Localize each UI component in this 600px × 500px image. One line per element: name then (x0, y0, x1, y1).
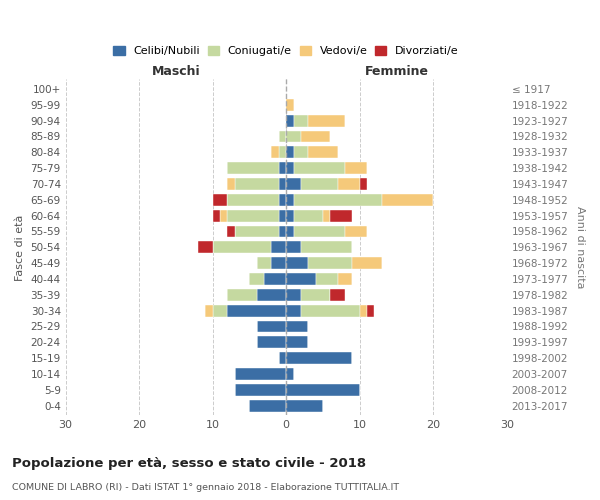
Bar (286, 130, 301, 142)
Bar (205, 304, 212, 316)
Bar (257, 336, 286, 348)
Bar (293, 146, 308, 158)
Bar (286, 99, 293, 111)
Bar (286, 194, 293, 206)
Bar (316, 273, 338, 285)
Bar (227, 162, 279, 174)
Bar (227, 194, 279, 206)
Bar (286, 242, 301, 254)
Bar (235, 178, 279, 190)
Bar (279, 146, 286, 158)
Bar (279, 352, 286, 364)
Bar (293, 114, 308, 126)
Bar (279, 226, 286, 237)
Bar (212, 242, 271, 254)
Bar (301, 289, 331, 301)
Bar (338, 273, 352, 285)
Bar (235, 368, 286, 380)
Bar (212, 210, 220, 222)
Bar (293, 162, 345, 174)
Text: Maschi: Maschi (152, 65, 200, 78)
Bar (286, 368, 293, 380)
Bar (308, 146, 338, 158)
Bar (235, 226, 279, 237)
Bar (227, 304, 286, 316)
Text: Femmine: Femmine (364, 65, 428, 78)
Bar (257, 320, 286, 332)
Bar (271, 242, 286, 254)
Bar (250, 273, 264, 285)
Bar (250, 400, 286, 411)
Bar (286, 257, 308, 269)
Bar (308, 114, 345, 126)
Bar (301, 304, 360, 316)
Y-axis label: Fasce di età: Fasce di età (15, 214, 25, 280)
Bar (286, 210, 293, 222)
Bar (286, 273, 316, 285)
Bar (279, 210, 286, 222)
Bar (227, 226, 235, 237)
Bar (345, 162, 367, 174)
Bar (271, 146, 279, 158)
Bar (286, 336, 308, 348)
Bar (301, 178, 338, 190)
Bar (220, 210, 227, 222)
Bar (286, 114, 293, 126)
Bar (257, 257, 271, 269)
Bar (286, 400, 323, 411)
Bar (198, 242, 212, 254)
Bar (227, 210, 279, 222)
Bar (286, 320, 308, 332)
Bar (286, 352, 352, 364)
Bar (227, 289, 257, 301)
Bar (308, 257, 352, 269)
Bar (279, 194, 286, 206)
Text: Popolazione per età, sesso e stato civile - 2018: Popolazione per età, sesso e stato civil… (12, 458, 366, 470)
Bar (331, 210, 352, 222)
Bar (212, 304, 227, 316)
Bar (279, 130, 286, 142)
Bar (293, 194, 382, 206)
Bar (360, 178, 367, 190)
Bar (301, 130, 331, 142)
Bar (235, 384, 286, 396)
Bar (286, 162, 293, 174)
Bar (367, 304, 374, 316)
Bar (301, 242, 352, 254)
Bar (286, 178, 301, 190)
Bar (293, 210, 323, 222)
Bar (352, 257, 382, 269)
Y-axis label: Anni di nascita: Anni di nascita (575, 206, 585, 288)
Bar (331, 289, 345, 301)
Bar (271, 257, 286, 269)
Bar (293, 226, 345, 237)
Text: COMUNE DI LABRO (RI) - Dati ISTAT 1° gennaio 2018 - Elaborazione TUTTITALIA.IT: COMUNE DI LABRO (RI) - Dati ISTAT 1° gen… (12, 483, 399, 492)
Bar (323, 210, 331, 222)
Bar (264, 273, 286, 285)
Bar (257, 289, 286, 301)
Bar (345, 226, 367, 237)
Bar (360, 304, 367, 316)
Bar (286, 384, 360, 396)
Bar (382, 194, 433, 206)
Bar (286, 304, 301, 316)
Bar (286, 226, 293, 237)
Bar (338, 178, 360, 190)
Legend: Celibi/Nubili, Coniugati/e, Vedovi/e, Divorziati/e: Celibi/Nubili, Coniugati/e, Vedovi/e, Di… (109, 42, 463, 60)
Bar (286, 146, 293, 158)
Bar (279, 162, 286, 174)
Bar (286, 289, 301, 301)
Bar (279, 178, 286, 190)
Bar (227, 178, 235, 190)
Bar (212, 194, 227, 206)
